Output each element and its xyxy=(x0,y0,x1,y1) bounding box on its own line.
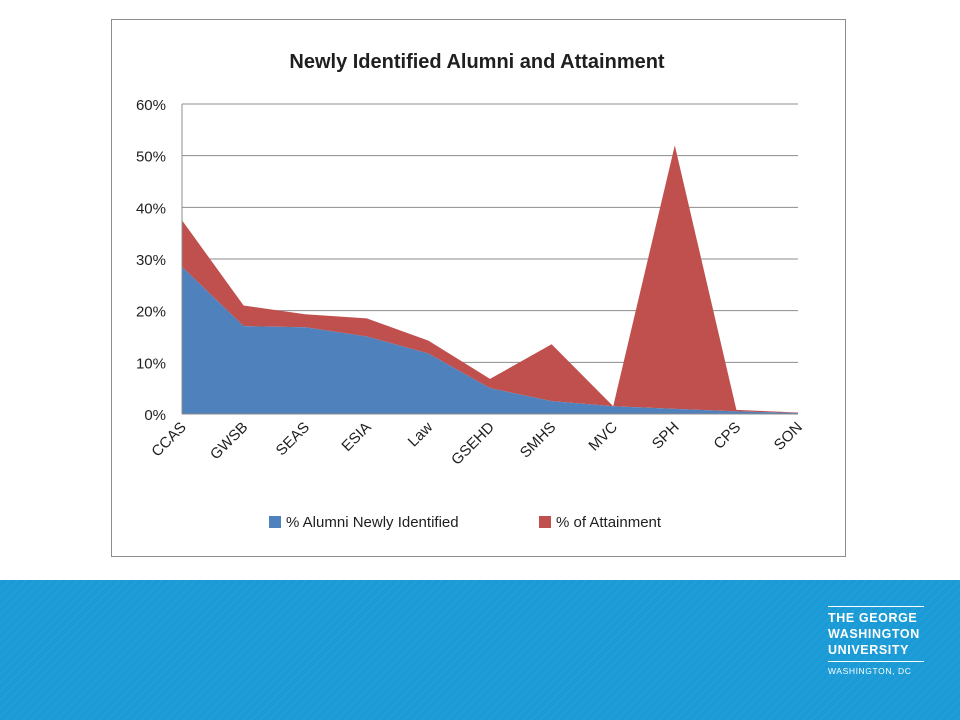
legend: % Alumni Newly Identified % of Attainment xyxy=(269,514,662,531)
y-tick-label: 30% xyxy=(136,252,166,269)
series-area-attainment xyxy=(182,145,798,413)
x-tick-label: CPS xyxy=(710,419,744,453)
chart-title: Newly Identified Alumni and Attainment xyxy=(289,51,665,73)
x-tick-label: SON xyxy=(771,419,806,454)
logo-subtitle: WASHINGTON, DC xyxy=(828,666,912,676)
footer-band xyxy=(0,580,960,720)
logo-line-3: UNIVERSITY xyxy=(828,643,910,657)
university-logo: THE GEORGE WASHINGTON UNIVERSITY WASHING… xyxy=(828,606,926,677)
series-area-alumni-newly-identified xyxy=(182,266,798,414)
y-tick-label: 20% xyxy=(136,304,166,321)
x-tick-label: ESIA xyxy=(338,419,374,455)
logo-mid-rule xyxy=(828,661,924,662)
y-tick-label: 10% xyxy=(136,355,166,372)
legend-swatch xyxy=(539,516,551,528)
x-tick-label: SMHS xyxy=(517,419,560,462)
logo-line-2: WASHINGTON xyxy=(828,627,920,641)
x-tick-label: GSEHD xyxy=(448,419,498,469)
chart-frame: Newly Identified Alumni and Attainment 0… xyxy=(111,19,846,557)
logo-line-1: THE GEORGE xyxy=(828,611,918,625)
logo-top-rule xyxy=(828,606,924,607)
area-chart: Newly Identified Alumni and Attainment 0… xyxy=(136,51,806,531)
x-tick-label: SEAS xyxy=(273,419,313,459)
legend-label: % Alumni Newly Identified xyxy=(286,514,459,531)
series-areas xyxy=(182,145,798,414)
x-tick-label: GWSB xyxy=(207,419,251,463)
y-tick-label: 40% xyxy=(136,200,166,217)
legend-swatch xyxy=(269,516,281,528)
y-tick-label: 50% xyxy=(136,149,166,166)
x-tick-label: CCAS xyxy=(148,419,189,460)
x-tick-label: Law xyxy=(405,419,437,451)
y-tick-label: 60% xyxy=(136,97,166,114)
x-tick-label: MVC xyxy=(585,419,621,455)
legend-label: % of Attainment xyxy=(556,514,662,531)
y-tick-label: 0% xyxy=(144,407,166,424)
x-tick-label: SPH xyxy=(649,419,683,453)
